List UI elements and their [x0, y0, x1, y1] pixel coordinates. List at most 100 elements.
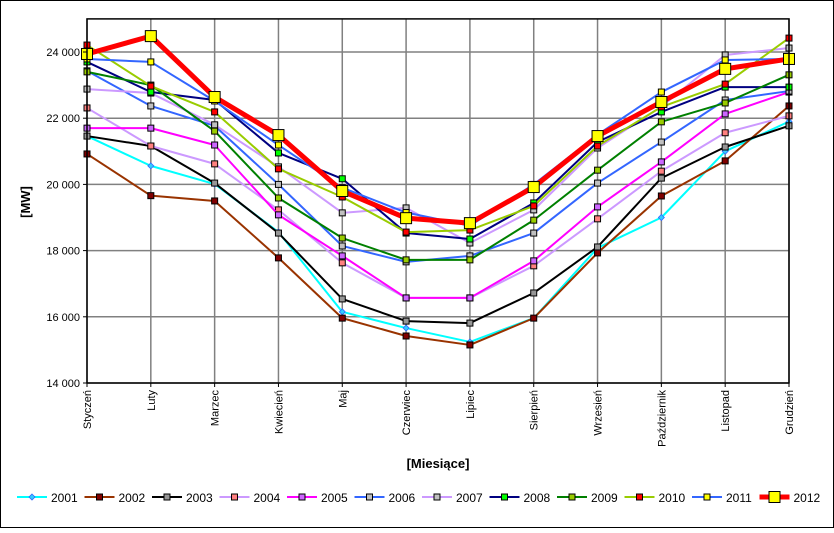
- x-tick-label: Wrzesień: [593, 390, 605, 436]
- data-point-2005: [530, 257, 538, 265]
- legend: 2001 2002 2003 2004 2005 2006 2007 2008 2009 2010…: [17, 491, 821, 505]
- data-point-2010: [530, 202, 538, 210]
- data-point-2004: [594, 215, 602, 223]
- series-line-2001: [86, 120, 790, 343]
- y-tick-label: 16 000: [46, 312, 80, 324]
- legend-label: 2012: [794, 491, 821, 505]
- x-tick-label: Luty: [146, 390, 158, 411]
- data-point-2012: [272, 129, 285, 142]
- series-line-2003: [86, 124, 790, 325]
- data-point-2004: [657, 167, 665, 175]
- data-point-2002: [338, 314, 346, 322]
- data-point-2010: [147, 82, 155, 90]
- data-point-2012: [208, 91, 221, 104]
- legend-marker: [501, 493, 508, 501]
- data-point-2004: [721, 129, 729, 137]
- legend-marker: [768, 491, 781, 503]
- data-point-2006: [274, 180, 282, 188]
- legend-item-2009: 2009: [557, 491, 618, 505]
- data-point-2003: [657, 174, 665, 182]
- data-point-2012: [591, 130, 604, 143]
- data-point-2003: [211, 179, 219, 187]
- x-tick-label: Czerwiec: [401, 390, 413, 436]
- x-tick-label: Marzec: [210, 390, 222, 427]
- legend-label: 2007: [456, 491, 483, 505]
- data-point-2002: [147, 192, 155, 200]
- legend-item-2004: 2004: [219, 491, 281, 505]
- x-tick-label: Maj: [337, 390, 349, 408]
- legend-marker: [703, 493, 711, 501]
- legend-label: 2005: [321, 491, 348, 505]
- data-point-2006: [530, 229, 538, 237]
- x-tick-label: Listopad: [720, 390, 732, 432]
- data-point-2003: [721, 143, 729, 151]
- data-point-2009: [721, 99, 729, 107]
- x-tick-label: Kwiecień: [273, 390, 285, 434]
- legend-item-2003: 2003: [152, 491, 213, 505]
- x-axis-label: [Miesiące]: [407, 456, 470, 471]
- data-point-2005: [657, 158, 665, 166]
- data-point-2005: [211, 141, 219, 149]
- data-point-2010: [594, 142, 602, 150]
- plot-area-border: [86, 18, 790, 384]
- legend-label: 2006: [389, 491, 416, 505]
- data-point-2005: [594, 203, 602, 211]
- legend-marker: [96, 493, 103, 501]
- data-point-2008: [338, 175, 346, 183]
- x-tick-label: Styczeń: [82, 390, 94, 429]
- data-point-2002: [721, 157, 729, 165]
- legend-item-2010: 2010: [624, 491, 686, 505]
- data-point-2006: [147, 102, 155, 110]
- y-axis-label: [MW]: [18, 186, 33, 218]
- data-point-2010: [211, 108, 219, 116]
- data-point-2002: [274, 254, 282, 262]
- y-tick-label: 24 000: [46, 47, 80, 59]
- y-tick-label: 20 000: [46, 179, 80, 191]
- data-point-2005: [402, 294, 410, 302]
- data-point-2006: [657, 138, 665, 146]
- legend-marker: [568, 493, 576, 501]
- legend-item-2007: 2007: [422, 491, 483, 505]
- data-point-2005: [721, 110, 729, 118]
- legend-label: 2004: [254, 491, 281, 505]
- legend-label: 2002: [119, 491, 146, 505]
- x-tick-label: Lipiec: [465, 390, 477, 419]
- data-point-2009: [466, 256, 474, 264]
- data-point-2003: [274, 229, 282, 237]
- data-point-2010: [721, 80, 729, 88]
- data-point-2002: [530, 314, 538, 322]
- data-point-2009: [338, 234, 346, 242]
- data-point-2003: [338, 295, 346, 303]
- data-point-2005: [147, 124, 155, 132]
- series-line-2002: [86, 105, 790, 346]
- legend-marker: [298, 493, 306, 501]
- data-point-2003: [594, 243, 602, 251]
- data-point-2003: [466, 319, 474, 327]
- legend-marker: [366, 493, 373, 501]
- data-point-2002: [657, 192, 665, 200]
- data-point-2001: [147, 162, 155, 170]
- data-point-2010: [274, 165, 282, 173]
- data-point-2004: [147, 142, 155, 150]
- y-tick-label: 14 000: [46, 378, 80, 390]
- y-tick-label: 18 000: [46, 246, 80, 258]
- x-tick-label: Październik: [656, 390, 668, 447]
- data-point-2008: [147, 88, 155, 96]
- data-point-2001: [657, 213, 665, 222]
- data-point-2009: [402, 256, 410, 264]
- legend-marker: [636, 493, 643, 501]
- data-point-2009: [211, 127, 219, 135]
- series-line-2010: [86, 37, 790, 234]
- data-point-2009: [274, 194, 282, 202]
- x-tick-label: Sierpień: [529, 390, 541, 430]
- data-point-2002: [402, 332, 410, 340]
- legend-marker: [231, 493, 238, 501]
- data-point-2003: [530, 289, 538, 297]
- series-line-2009: [86, 70, 790, 261]
- data-point-2009: [657, 118, 665, 126]
- data-point-2012: [655, 95, 668, 108]
- legend-label: 2010: [659, 491, 686, 505]
